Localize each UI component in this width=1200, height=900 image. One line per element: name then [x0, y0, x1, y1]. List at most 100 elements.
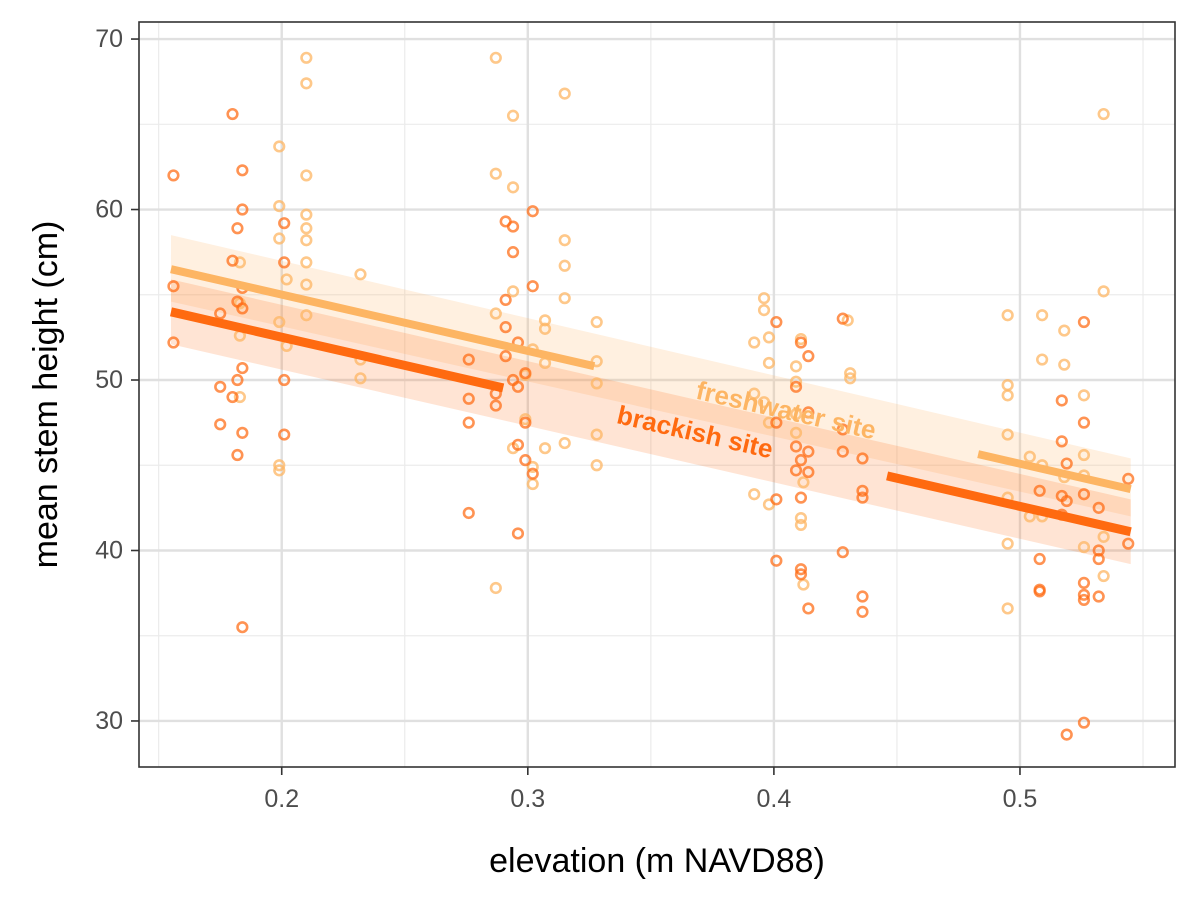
data-point — [226, 107, 239, 121]
data-point — [538, 322, 552, 335]
data-point — [489, 307, 502, 320]
data-point — [1077, 488, 1091, 501]
data-point — [757, 292, 771, 305]
data-point — [748, 336, 761, 349]
data-point — [844, 367, 857, 380]
data-point — [1077, 416, 1091, 429]
data-point — [1055, 394, 1068, 407]
data-point — [1001, 389, 1014, 402]
data-point — [278, 256, 291, 269]
data-point — [526, 280, 539, 293]
data-point — [300, 309, 313, 322]
data-point — [526, 205, 539, 218]
data-point — [499, 293, 512, 306]
data-point — [789, 360, 803, 373]
data-point — [1001, 602, 1014, 615]
data-point — [526, 467, 539, 480]
y-tick-label: 60 — [95, 196, 123, 224]
data-point — [506, 220, 520, 233]
data-point — [794, 563, 808, 576]
data-point — [214, 418, 227, 431]
data-point — [231, 222, 244, 235]
data-point — [167, 280, 180, 293]
data-point — [167, 169, 180, 182]
data-point — [1092, 501, 1105, 514]
data-point — [519, 454, 532, 467]
data-point — [794, 568, 808, 581]
data-point — [300, 222, 313, 235]
data-point — [1023, 450, 1036, 463]
data-point — [278, 373, 291, 387]
data-point — [1033, 484, 1046, 497]
data-point — [1033, 552, 1046, 566]
data-point — [1001, 379, 1014, 392]
data-point — [489, 167, 502, 180]
x-tick-label: 0.2 — [264, 785, 299, 813]
data-point — [797, 476, 810, 489]
data-point — [462, 392, 475, 405]
data-point — [300, 77, 313, 90]
data-point — [1077, 315, 1091, 329]
data-point — [273, 459, 286, 472]
data-point — [558, 87, 571, 100]
x-tick-label: 0.4 — [757, 785, 792, 813]
data-point — [519, 367, 532, 380]
data-point — [836, 445, 849, 458]
data-point — [226, 254, 239, 267]
data-point — [558, 234, 571, 247]
data-point — [789, 380, 803, 393]
data-point — [1060, 494, 1073, 508]
data-point — [1077, 593, 1091, 607]
data-point — [1001, 309, 1014, 322]
data-point — [794, 511, 808, 525]
data-point — [278, 428, 291, 441]
data-point — [236, 302, 249, 315]
data-point — [300, 208, 313, 221]
data-point — [236, 361, 249, 375]
x-axis-title: elevation (m NAVD88) — [489, 842, 825, 880]
data-point — [273, 200, 286, 213]
data-point — [856, 605, 869, 618]
data-point — [214, 380, 227, 393]
data-point — [836, 546, 849, 559]
data-point — [462, 506, 475, 520]
y-axis-title: mean stem height (cm) — [27, 221, 65, 569]
data-point — [1097, 530, 1110, 543]
data-point — [558, 292, 571, 305]
confidence-band — [170, 235, 1131, 517]
data-point — [1060, 457, 1073, 470]
regression-line — [977, 450, 1132, 494]
data-point — [789, 426, 803, 439]
data-point — [511, 438, 525, 451]
data-point — [300, 278, 313, 291]
data-point — [300, 51, 313, 64]
data-point — [506, 285, 520, 298]
data-point — [856, 484, 869, 497]
data-point — [590, 428, 603, 441]
data-point — [794, 491, 808, 504]
data-point — [526, 460, 539, 474]
data-point — [757, 304, 771, 317]
data-point — [1060, 728, 1073, 741]
data-point — [511, 380, 525, 393]
data-point — [844, 372, 857, 385]
data-point — [836, 423, 849, 436]
data-point — [1122, 537, 1135, 550]
regression-line — [886, 471, 1132, 537]
y-tick-label: 50 — [95, 366, 123, 394]
data-point — [770, 493, 783, 506]
data-point — [1058, 358, 1071, 371]
data-point — [770, 315, 783, 329]
data-point — [506, 246, 520, 259]
data-point — [526, 477, 539, 491]
data-point — [748, 387, 761, 400]
data-point — [590, 355, 603, 368]
x-tick-label: 0.3 — [510, 785, 545, 813]
data-point — [499, 321, 512, 334]
data-point — [590, 459, 603, 472]
data-point — [748, 488, 761, 501]
confidence-band — [170, 279, 1131, 565]
data-point — [354, 372, 367, 385]
